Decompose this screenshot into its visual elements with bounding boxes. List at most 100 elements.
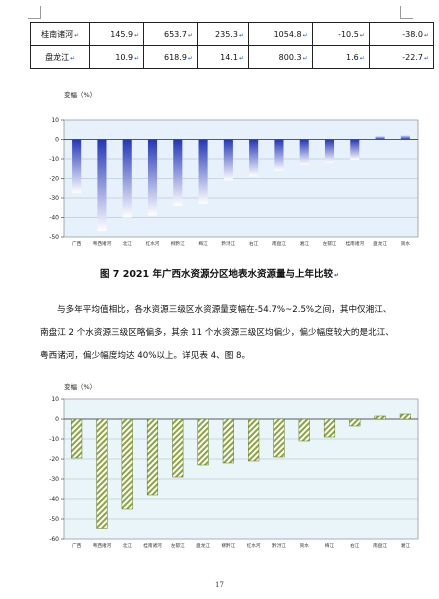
y-tick-label: -20: [49, 456, 59, 463]
x-category-label: 湘江: [300, 240, 310, 247]
cell-mark: ↵: [134, 54, 140, 62]
cell-mark: ↵: [302, 31, 308, 39]
table-cell-value: 800.3↵: [247, 45, 313, 69]
cell-mark: ↵: [134, 31, 140, 39]
bar-广西: [71, 418, 83, 459]
bar-粤西诸河: [97, 139, 107, 232]
x-category-label: 桂南诸河: [346, 240, 365, 247]
y-tick-label: -50: [49, 516, 59, 523]
bar-梅江: [323, 418, 336, 438]
table-cell-value: 653.7↵: [143, 22, 198, 46]
cell-mark: ↵: [70, 54, 76, 62]
x-category-label: 粤西诸河: [93, 240, 112, 247]
table-cell-value: -22.7↵: [368, 45, 435, 69]
bar-左郁江: [172, 418, 184, 478]
bar-右江: [249, 139, 259, 177]
bar-柳黔江: [173, 139, 183, 206]
chart1-plot-area: 10 0 -10 -20 -30 -40 -50 广西 粤西诸河 北江 红水河 柳黔江 梅江 黔浔江 右江 南…: [49, 117, 419, 247]
x-category-label: 南盘江: [373, 542, 387, 549]
table-row: 盘龙江↵ 10.9↵ 618.9↵ 14.1↵ 800.3↵ 1.6↵ -22.7↵: [29, 45, 435, 69]
bar-黔浔江: [273, 418, 285, 458]
chart2-plot-area: 10 0 -10 -20 -30 -40 -50 -60 广西 粤西诸河 北江 桂南诸河 左郁江 盘龙江 柳…: [49, 396, 419, 549]
x-category-label: 南盘江: [272, 240, 286, 247]
water-resources-table: 桂南诸河↵ 145.9↵ 653.7↵ 235.3↵ 1054.8↵ -10.5↵ -38.…: [29, 22, 435, 69]
table-body: 桂南诸河↵ 145.9↵ 653.7↵ 235.3↵ 1054.8↵ -10.5↵ -38.…: [29, 22, 435, 69]
x-category-label: 广西: [72, 240, 82, 247]
bar-红水河: [147, 139, 158, 216]
table-cell-value: 618.9↵: [143, 45, 198, 69]
bar-北江: [121, 418, 133, 510]
table-cell-value: 14.1↵: [196, 45, 249, 69]
cell-value: -10.5: [338, 29, 359, 39]
y-tick-label: 0: [55, 416, 59, 423]
y-tick-label: -10: [49, 436, 59, 443]
bar-梅江: [198, 139, 208, 204]
cell-value: 235.3: [215, 29, 238, 39]
y-tick-label: -60: [49, 536, 59, 543]
x-category-label: 广西: [72, 542, 82, 549]
table-cell-value: 10.9↵: [89, 45, 145, 69]
x-category-label: 粤西诸河: [93, 542, 112, 549]
x-category-label: 右江: [249, 240, 259, 247]
x-category-label: 北江: [123, 542, 133, 549]
bar-广西: [72, 139, 82, 194]
x-category-label: 北江: [123, 240, 133, 247]
x-category-label: 湘江: [401, 542, 411, 549]
paragraph-line-2: 南盘江 2 个水资源三级区略偏多，其余 11 个水资源三级区均偏少，偏少幅度较大…: [40, 328, 394, 338]
cell-value: 145.9: [110, 29, 134, 39]
y-tick-label: -30: [49, 476, 59, 483]
bar-资水: [400, 135, 410, 140]
x-category-label: 黔浔江: [221, 240, 235, 247]
x-category-label: 盘龙江: [373, 240, 387, 247]
cell-mark: ↵: [359, 54, 365, 62]
x-category-label: 右江: [350, 542, 360, 549]
cell-value: 800.3: [278, 52, 302, 62]
cell-mark: ↵: [238, 54, 244, 62]
table-cell-region: 盘龙江↵: [29, 45, 91, 69]
y-tick-label: -20: [49, 176, 59, 183]
paragraph-line-1: 与多年平均值相比，各水资源三级区水资源量变幅在-54.7%~2.5%之间，其中仅…: [57, 305, 392, 315]
x-category-label: 红水河: [146, 240, 160, 247]
bar-盘龙江: [375, 136, 385, 140]
bar-北江: [122, 139, 132, 218]
cell-value: 653.7: [164, 29, 187, 39]
figure7-bar-chart: 变幅（%） 10 0 -10 -20 -30 -40 -50 广西 粤西诸河 北江 红水河 柳黔江 梅江…: [49, 90, 419, 247]
bar-盘龙江: [197, 418, 209, 466]
x-category-label: 梅江: [198, 240, 208, 247]
x-category-label: 柳黔江: [221, 542, 235, 549]
x-category-label: 资水: [401, 240, 411, 247]
x-category-label: 盘龙江: [196, 542, 210, 549]
y-tick-label: -40: [49, 215, 59, 222]
y-tick-label: -50: [49, 234, 59, 241]
y-tick-label: -40: [49, 496, 59, 503]
cell-value: 14.1: [220, 52, 238, 62]
page-number: 17: [215, 581, 224, 589]
bar-右江: [349, 418, 361, 427]
bar-湘江: [399, 413, 411, 420]
paragraph-mark: ↵: [333, 272, 339, 279]
bar-粤西诸河: [96, 418, 108, 529]
body-paragraph: 与多年平均值相比，各水资源三级区水资源量变幅在-54.7%~2.5%之间，其中仅…: [40, 299, 412, 368]
cell-mark: ↵: [187, 31, 193, 39]
bar-红水河: [248, 418, 260, 462]
cell-mark: ↵: [359, 31, 365, 39]
cell-value: 618.9: [164, 52, 187, 62]
x-category-label: 黔浔江: [272, 542, 286, 549]
bar-黔浔江: [223, 139, 233, 181]
chart1-ylabel: 变幅（%）: [64, 90, 96, 99]
cell-value: 1054.8: [273, 29, 302, 39]
bar-桂南诸河: [146, 418, 159, 496]
region-name: 盘龙江: [45, 52, 70, 62]
cell-value: 1.6: [346, 52, 359, 62]
table-cell-value: 1.6↵: [311, 45, 370, 69]
cell-mark: ↵: [423, 31, 429, 39]
y-tick-label: 0: [55, 137, 59, 144]
y-tick-label: 10: [51, 396, 59, 403]
x-category-label: 红水河: [247, 542, 261, 549]
x-category-label: 柳黔江: [171, 240, 185, 247]
x-category-label: 左郁江: [323, 240, 337, 247]
figure7-caption: 图 7 2021 年广西水资源分区地表水资源量与上年比较↵: [0, 266, 439, 280]
table-cell-value: -10.5↵: [311, 22, 370, 46]
cell-mark: ↵: [187, 54, 193, 62]
cell-value: -22.7: [402, 52, 423, 62]
